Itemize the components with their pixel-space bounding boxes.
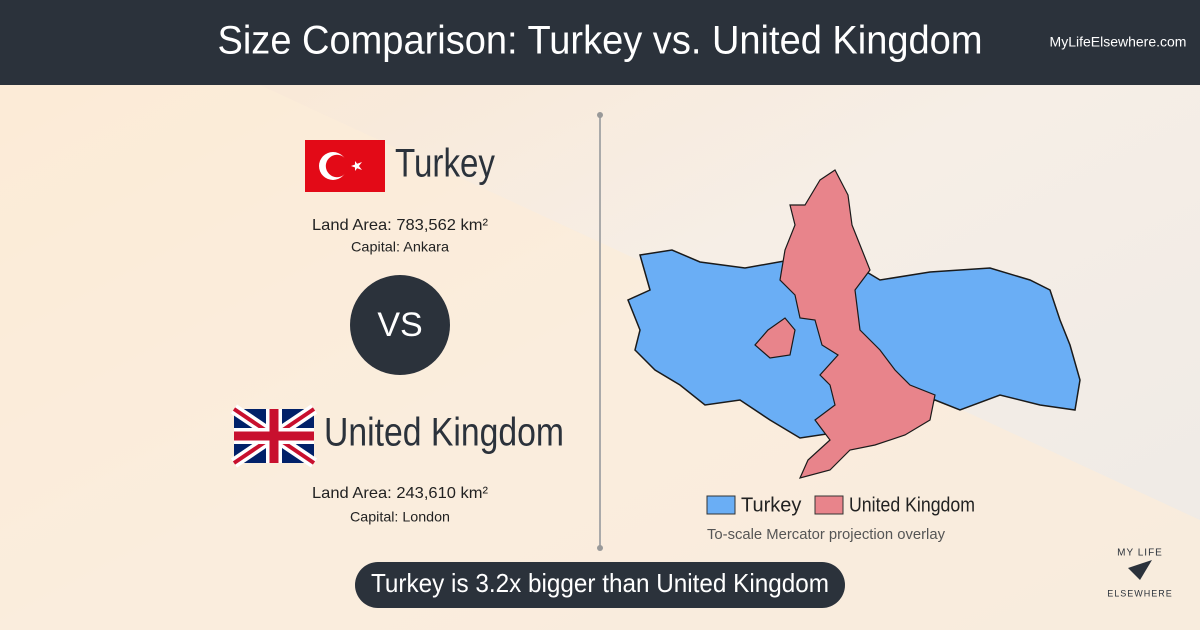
summary: Turkey is 3.2x bigger than United Kingdo… [371, 568, 829, 598]
logo-top: MY LIFE [1117, 548, 1163, 559]
uk-flag [230, 404, 318, 468]
vs-text: VS [377, 306, 422, 344]
country-name: Turkey [395, 142, 495, 186]
summary-pill [355, 562, 845, 608]
legend-label: United Kingdom [849, 494, 975, 516]
turkey-flag [305, 140, 385, 192]
uk-map [779, 169, 936, 479]
land-area: Land Area: 243,610 km² [312, 485, 489, 502]
site-name: MyLifeElsewhere.com [1050, 34, 1187, 50]
caption: To-scale Mercator projection overlay [707, 526, 945, 543]
divider-dot [597, 112, 603, 118]
vs-circle [350, 275, 450, 375]
header-title: Size Comparison: Turkey vs. United Kingd… [218, 19, 983, 63]
logo-plane [1128, 560, 1152, 580]
logo-bottom: ELSEWHERE [1107, 588, 1173, 598]
legend-swatch [814, 495, 844, 515]
land-area: Land Area: 783,562 km² [312, 217, 489, 234]
legend-label: Turkey [741, 494, 801, 516]
country-name: United Kingdom [324, 411, 564, 455]
capital: Capital: London [350, 509, 450, 525]
uk-map-ni [754, 317, 796, 359]
divider-dot [597, 545, 603, 551]
legend-swatch [706, 495, 736, 515]
header-bar [0, 0, 1200, 85]
capital: Capital: Ankara [351, 239, 449, 255]
